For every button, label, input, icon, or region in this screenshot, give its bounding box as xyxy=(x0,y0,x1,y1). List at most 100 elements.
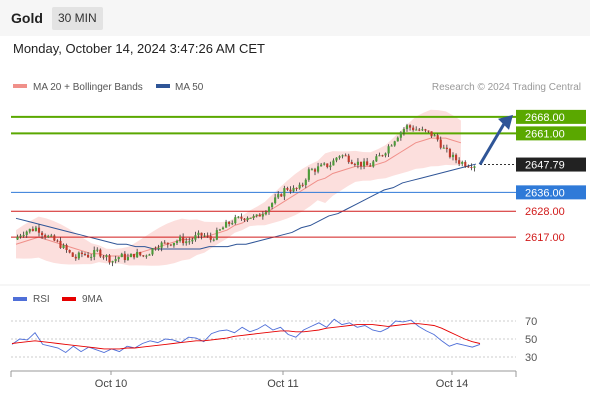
candle-body xyxy=(77,252,80,259)
ma20-line xyxy=(15,137,462,257)
candle-body xyxy=(252,215,255,218)
candle-body xyxy=(458,160,461,164)
candle-body xyxy=(264,212,268,215)
candle-body xyxy=(387,146,390,154)
candle-body xyxy=(313,169,317,172)
candle-body xyxy=(461,161,464,164)
x-tick-label-1: Oct 11 xyxy=(267,378,299,390)
candle-body xyxy=(399,132,402,138)
forecast-arrow-head xyxy=(498,114,513,130)
current-price-badge xyxy=(516,157,586,172)
candle-body xyxy=(464,161,467,167)
candle-body xyxy=(166,242,169,245)
candle-body xyxy=(148,254,151,256)
candle-body xyxy=(182,236,185,244)
candle-body xyxy=(307,169,310,180)
candle-body xyxy=(163,242,166,244)
candle-body xyxy=(53,235,56,241)
candle-body xyxy=(136,251,139,258)
bollinger-band xyxy=(16,109,461,266)
candle-body xyxy=(83,253,87,255)
candle-body xyxy=(145,255,148,257)
level-label-2617.00: 2617.00 xyxy=(525,232,565,244)
candle-body xyxy=(37,227,41,233)
candle-body xyxy=(68,249,71,253)
candle-body xyxy=(157,247,160,250)
rsi-tick-70: 70 xyxy=(525,316,537,328)
candle-body xyxy=(117,257,120,260)
candle-body xyxy=(258,214,261,217)
candle-body xyxy=(240,216,243,219)
candle-body xyxy=(188,241,191,243)
candle-body xyxy=(237,216,240,218)
candle-body xyxy=(44,235,47,238)
candle-body xyxy=(62,245,65,248)
chart-datetime: Monday, October 14, 2024 3:47:26 AM CET xyxy=(13,41,265,56)
candle-body xyxy=(231,223,234,225)
candle-body xyxy=(86,254,90,258)
candle-body xyxy=(381,155,384,157)
rsi-tick-30: 30 xyxy=(525,352,537,364)
candle-body xyxy=(347,155,350,163)
candle-body xyxy=(320,164,323,167)
candle-body xyxy=(40,232,44,236)
candle-body xyxy=(378,155,381,157)
candle-body xyxy=(114,259,117,262)
candle-body xyxy=(418,129,421,131)
candle-body xyxy=(286,188,289,190)
candle-body xyxy=(448,149,452,158)
candle-body xyxy=(246,217,249,221)
candle-body xyxy=(350,162,353,164)
candle-body xyxy=(405,125,409,130)
candle-body xyxy=(65,245,68,250)
timeframe-button[interactable]: 30 MIN xyxy=(52,7,103,30)
level-label-2661.00: 2661.00 xyxy=(525,128,565,140)
candle-body xyxy=(304,179,307,186)
candle-body xyxy=(96,249,99,251)
candle-body xyxy=(224,221,228,228)
candle-body xyxy=(71,252,74,257)
candle-body xyxy=(172,242,176,246)
candle-body xyxy=(99,249,102,257)
candle-body xyxy=(338,156,341,158)
candle-body xyxy=(323,163,326,165)
candle-body xyxy=(344,155,347,157)
level-badge-2668.00 xyxy=(516,109,586,124)
candle-body xyxy=(169,244,172,246)
candle-body xyxy=(243,218,246,221)
candle-body xyxy=(25,231,28,235)
candle-body xyxy=(439,139,442,148)
candle-body xyxy=(175,241,179,243)
candle-body xyxy=(366,161,369,166)
candle-body xyxy=(408,125,412,128)
candle-body xyxy=(274,197,277,204)
top-bar: Gold 30 MIN xyxy=(0,0,590,36)
candle-body xyxy=(34,227,38,231)
candle-body xyxy=(384,153,387,156)
candle-body xyxy=(473,166,476,168)
candle-body xyxy=(329,165,332,168)
candle-body xyxy=(424,129,427,131)
candle-body xyxy=(197,232,200,236)
candle-body xyxy=(234,217,237,224)
candle-body xyxy=(316,166,320,172)
candle-body xyxy=(108,255,111,263)
rsi-series-9ma xyxy=(11,323,481,350)
candle-body xyxy=(427,130,430,132)
candle-body xyxy=(123,253,126,261)
candle-body xyxy=(47,235,50,238)
level-label-2668.00: 2668.00 xyxy=(525,112,565,124)
candle-body xyxy=(206,235,209,237)
candle-body xyxy=(28,228,31,232)
candle-body xyxy=(56,240,59,242)
candle-body xyxy=(218,229,222,231)
legend-ma20-label: MA 20 + Bollinger Bands xyxy=(33,82,143,93)
candle-body xyxy=(50,235,53,237)
candle-body xyxy=(191,239,194,242)
candle-body xyxy=(375,156,378,162)
candle-body xyxy=(310,169,314,171)
candle-body xyxy=(221,227,225,230)
legend-ma50-label: MA 50 xyxy=(175,82,204,93)
legend-ma50-swatch xyxy=(156,84,170,88)
